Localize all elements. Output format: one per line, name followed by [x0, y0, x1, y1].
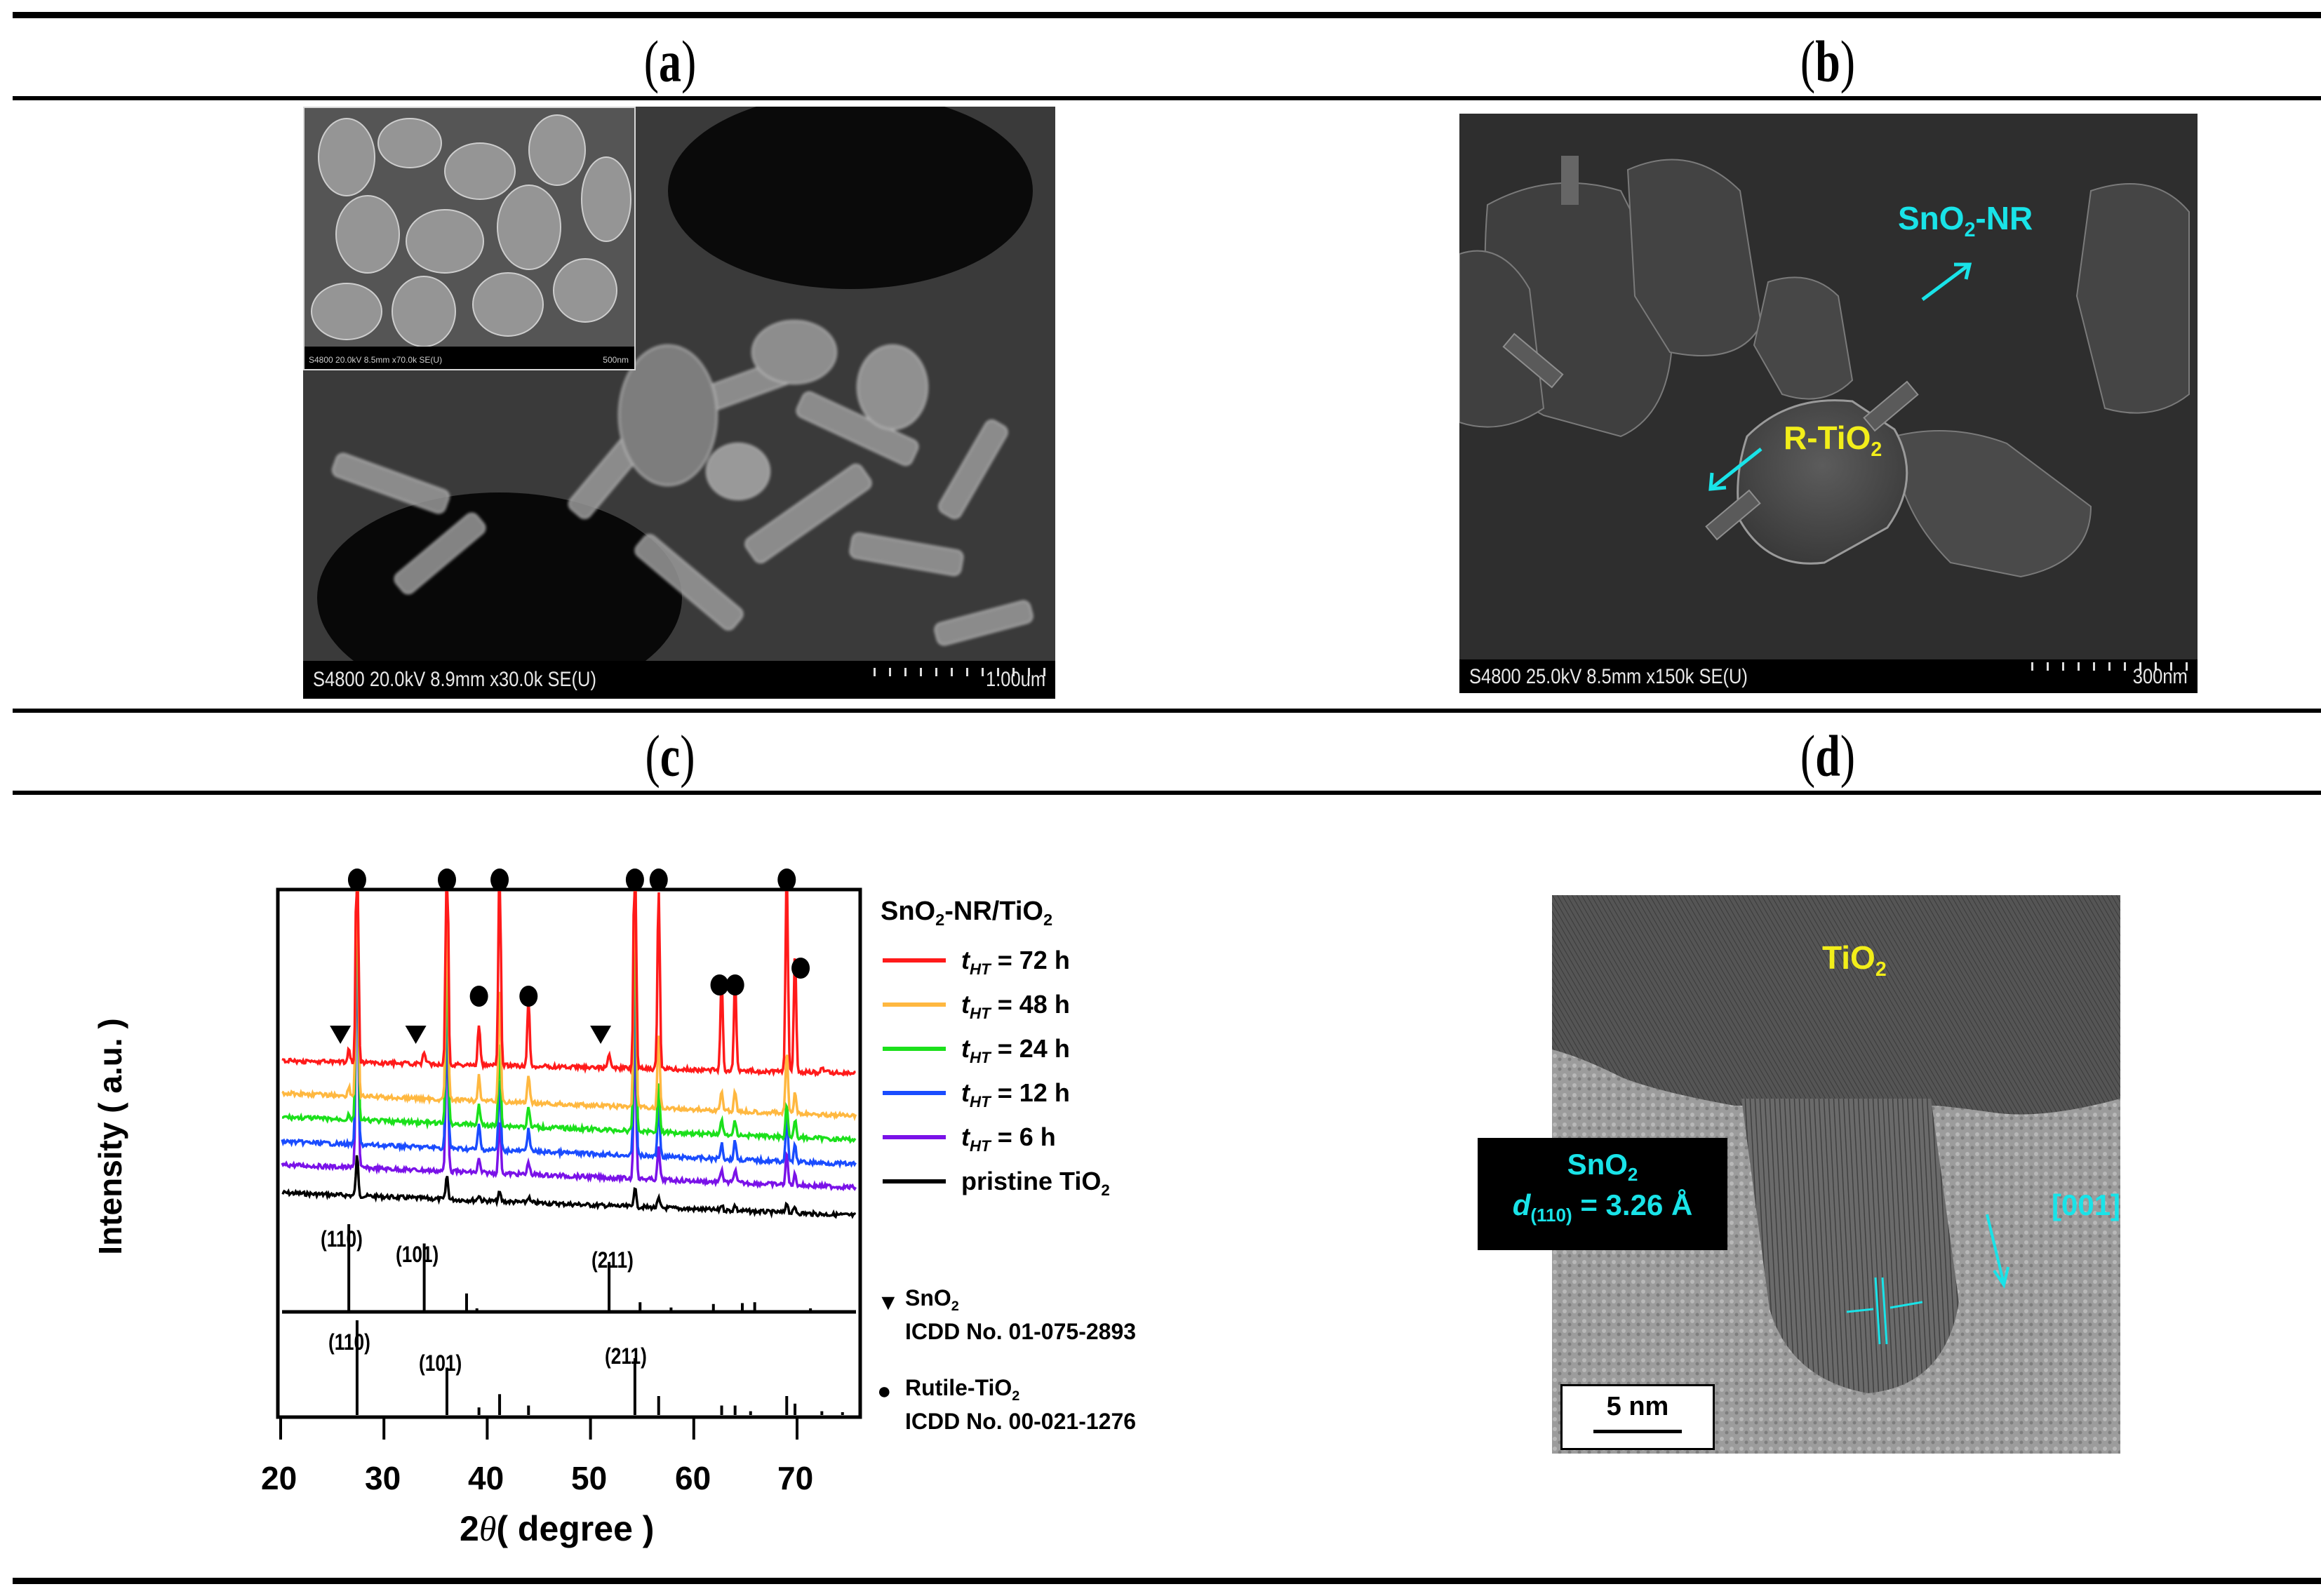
sno2-info-box: SnO2 d(110) = 3.26 Å	[1478, 1138, 1727, 1250]
xrd-plot-area	[276, 869, 862, 1440]
ref-rutile-name: Rutile-TiO2	[905, 1375, 1020, 1404]
scale-bar-label: 5 nm	[1606, 1392, 1669, 1421]
sno2-ref-label: (101)	[396, 1242, 439, 1267]
legend-label: pristine TiO2	[961, 1167, 1110, 1199]
header-rule-ab	[13, 96, 2321, 100]
rutile-dot-icon	[347, 869, 366, 891]
sem-info-bar-a: S4800 20.0kV 8.9mm x30.0k SE(U) 1.00um	[303, 661, 1055, 699]
rutile-ref-label: (101)	[419, 1350, 462, 1376]
xrd-series	[281, 891, 856, 1078]
scale-bar-box: 5 nm	[1560, 1384, 1715, 1450]
legend-label: tHT = 48 h	[961, 990, 1070, 1022]
sem-image-a: S4800 20.0kV 8.5mm x70.0k SE(U) 500nm S4…	[303, 107, 1055, 699]
legend-swatch	[883, 1091, 946, 1095]
legend-item: tHT = 24 h	[883, 1034, 1070, 1066]
legend-swatch	[883, 1047, 946, 1051]
arrow-nr-up	[1708, 262, 1972, 491]
inset-scale-a: 500nm	[603, 355, 629, 365]
sno2-ref-label: (211)	[591, 1247, 634, 1273]
rutile-dot-icon	[519, 986, 538, 1007]
sno2-triangle-icon	[405, 1026, 427, 1044]
rutile-dot-icon	[649, 869, 668, 891]
d-spacing-value: d(110) = 3.26 Å	[1512, 1188, 1693, 1226]
separator-rule	[13, 709, 2321, 713]
legend-label: tHT = 6 h	[961, 1122, 1056, 1155]
xrd-series	[281, 891, 857, 1122]
sem-image-b: SnO2-NR R-TiO2 S4800 25.0kV 8.5mm x150k …	[1459, 114, 2198, 693]
legend-item: tHT = 48 h	[883, 990, 1070, 1022]
sno2-box-title: SnO2	[1567, 1148, 1638, 1186]
sem-texture-b	[1459, 114, 2198, 693]
sem-info-b: S4800 25.0kV 8.5mm x150k SE(U)	[1469, 665, 1748, 688]
triangle-marker-icon: ▼	[877, 1289, 899, 1315]
y-axis-label: Intensity ( a.u. )	[92, 1018, 128, 1255]
direction-label: [001]	[2052, 1188, 2120, 1221]
xrd-series	[281, 892, 857, 1169]
rutile-dot-icon	[490, 869, 509, 891]
legend-swatch	[883, 1002, 946, 1007]
legend-item: tHT = 12 h	[883, 1078, 1070, 1111]
sem-scale-b: 300nm	[2133, 665, 2188, 688]
panel-label-b: (b)	[1800, 29, 1856, 94]
scale-ticks-b	[2018, 662, 2188, 671]
x-tick-label: 70	[777, 1460, 814, 1496]
rutile-dot-icon	[710, 974, 729, 995]
bottom-rule	[13, 1578, 2321, 1584]
panel-label-c: (c)	[645, 723, 695, 789]
header-rule-cd	[13, 791, 2321, 795]
xrd-chart: Intensity ( a.u. ) 20 30 40 50 60 70 2θ(…	[92, 869, 1137, 1548]
sno2-triangle-icon	[590, 1026, 612, 1044]
label-r-tio2: R-TiO2	[1784, 420, 1882, 461]
sno2-ref-label: (110)	[321, 1226, 363, 1252]
x-tick-label: 60	[675, 1460, 711, 1496]
rutile-dot-icon	[437, 869, 456, 891]
ref-sno2-icdd: ICDD No. 01-075-2893	[905, 1319, 1137, 1344]
sem-info-bar-b: S4800 25.0kV 8.5mm x150k SE(U) 300nm	[1459, 659, 2198, 693]
plot-frame	[276, 887, 862, 1419]
rutile-dot-icon	[777, 869, 796, 891]
legend-label: tHT = 12 h	[961, 1078, 1070, 1111]
inset-info-a: S4800 20.0kV 8.5mm x70.0k SE(U)	[309, 355, 443, 365]
rutile-ref-label: (110)	[328, 1329, 370, 1355]
rutile-ref-label: (211)	[605, 1343, 647, 1369]
legend-swatch	[883, 958, 946, 963]
direction-arrow	[1986, 1214, 2009, 1289]
tio2-label: TiO2	[1822, 939, 1887, 981]
legend-swatch	[883, 1179, 946, 1183]
legend-label: tHT = 24 h	[961, 1034, 1070, 1066]
legend-item: tHT = 6 h	[883, 1122, 1056, 1155]
sno2-triangle-icon	[330, 1026, 352, 1044]
panel-label-a: (a)	[643, 29, 697, 94]
xrd-series	[281, 909, 857, 1192]
legend-label: tHT = 72 h	[961, 946, 1070, 978]
scale-bar-line	[1593, 1430, 1682, 1433]
rutile-dot-icon	[625, 869, 644, 891]
scale-ticks-a	[860, 668, 1045, 676]
ref-rutile-icdd: ICDD No. 00-021-1276	[905, 1409, 1137, 1434]
sem-info-a: S4800 20.0kV 8.9mm x30.0k SE(U)	[313, 668, 596, 691]
rutile-dot-icon	[469, 986, 488, 1007]
legend-swatch	[883, 1135, 946, 1139]
ref-sno2-name: SnO2	[905, 1285, 959, 1314]
xrd-series	[281, 1155, 857, 1219]
rutile-dot-icon	[791, 958, 810, 979]
x-tick-label: 40	[468, 1460, 504, 1496]
label-sno2-nr: SnO2-NR	[1898, 200, 2033, 241]
legend-title: SnO2-NR/TiO2	[881, 897, 1053, 930]
rutile-dot-icon	[725, 974, 744, 995]
sem-inset-texture	[305, 108, 634, 369]
legend-item: tHT = 72 h	[883, 946, 1070, 978]
lattice-spacing-marker	[1846, 1277, 1923, 1345]
sem-inset-a: S4800 20.0kV 8.5mm x70.0k SE(U) 500nm	[303, 107, 636, 370]
sem-scale-a: 1.00um	[985, 668, 1045, 691]
legend-item: pristine TiO2	[883, 1167, 1110, 1199]
panel-label-d: (d)	[1800, 723, 1856, 789]
x-tick-label: 30	[365, 1460, 401, 1496]
x-axis-label: 2θ( degree )	[460, 1509, 655, 1548]
x-tick-label: 20	[261, 1460, 297, 1496]
top-rule	[13, 12, 2321, 18]
circle-marker-icon: ●	[877, 1378, 892, 1404]
xrd-series	[281, 891, 857, 1145]
x-tick-label: 50	[571, 1460, 608, 1496]
